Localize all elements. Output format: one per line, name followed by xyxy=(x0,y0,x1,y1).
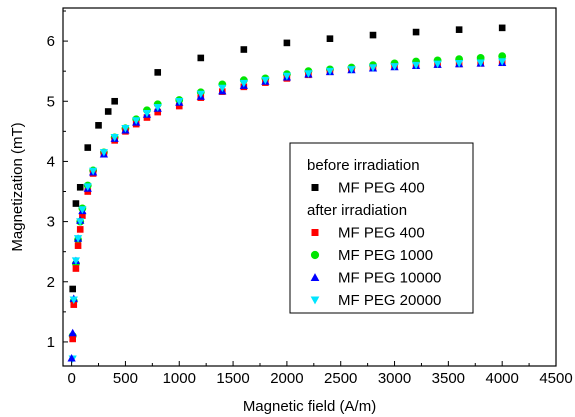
x-tick-label: 3500 xyxy=(432,370,465,387)
y-tick-label: 6 xyxy=(47,33,55,50)
legend-marker xyxy=(311,229,319,236)
data-point xyxy=(110,134,119,142)
data-point xyxy=(99,149,109,157)
legend-label: MF PEG 400 xyxy=(338,225,425,242)
data-point xyxy=(154,108,162,116)
y-tick-label: 1 xyxy=(47,334,55,351)
data-point xyxy=(132,117,141,125)
legend-box xyxy=(289,142,474,314)
data-point xyxy=(70,301,78,308)
data-point xyxy=(67,354,76,362)
data-point xyxy=(304,70,313,78)
legend-label: MF PEG 20000 xyxy=(338,292,441,309)
data-point xyxy=(71,257,81,265)
legend-label: MF PEG 400 xyxy=(338,180,425,197)
x-tick-label: 1500 xyxy=(216,370,249,387)
legend-marker xyxy=(310,273,320,281)
data-point xyxy=(433,60,442,69)
data-point xyxy=(175,97,184,106)
data-point xyxy=(121,125,130,133)
legend-marker xyxy=(310,296,320,305)
legend-marker xyxy=(310,250,320,260)
data-point xyxy=(218,84,227,93)
data-point xyxy=(498,52,507,61)
x-tick-label: 1000 xyxy=(163,370,196,387)
data-point xyxy=(142,109,152,118)
y-axis-title: Magnetization (mT) xyxy=(9,122,26,251)
legend-label: MF PEG 1000 xyxy=(338,247,433,264)
data-point xyxy=(239,79,248,88)
series-0 xyxy=(69,24,506,293)
data-point xyxy=(240,46,248,53)
y-tick-label: 3 xyxy=(47,214,55,231)
x-tick-label: 4000 xyxy=(485,370,518,387)
legend: before irradiation MF PEG 400 after irradi… xyxy=(289,142,474,314)
data-point xyxy=(283,39,291,47)
data-point xyxy=(175,102,183,110)
data-point xyxy=(69,296,78,304)
data-point xyxy=(476,59,485,67)
data-point xyxy=(154,69,162,76)
data-point xyxy=(390,63,399,71)
data-point xyxy=(76,218,85,226)
plot-frame xyxy=(62,7,557,367)
series-4 xyxy=(68,58,507,363)
data-point xyxy=(83,183,92,191)
x-tick-label: 2000 xyxy=(270,370,303,387)
y-tick-label: 4 xyxy=(47,153,55,170)
data-point xyxy=(347,66,356,74)
data-point xyxy=(78,206,87,214)
data-point xyxy=(196,90,205,99)
y-tick-label: 5 xyxy=(47,93,55,110)
legend-group-heading: after irradiation xyxy=(307,202,407,219)
x-tick-label: 500 xyxy=(113,370,138,387)
data-point xyxy=(76,226,84,233)
data-point xyxy=(498,24,506,32)
x-tick-label: 3000 xyxy=(378,370,411,387)
data-point xyxy=(412,28,420,36)
data-point xyxy=(197,54,205,62)
y-tick-label: 2 xyxy=(47,274,55,291)
axis-ticks: 0 500 1000 1500 2000 2500 3000 3500 4000 4500 1 2 3 4… xyxy=(47,10,573,387)
data-point xyxy=(261,76,270,85)
x-tick-label: 2500 xyxy=(324,370,357,387)
x-tick-label: 0 xyxy=(67,370,75,387)
data-point xyxy=(411,61,421,70)
x-axis-title: Magnetic field (A/m) xyxy=(243,398,376,415)
data-point xyxy=(111,97,118,105)
data-point xyxy=(74,242,82,249)
data-point xyxy=(79,212,86,219)
data-point xyxy=(326,35,334,42)
data-point xyxy=(72,265,80,272)
legend-group-heading: before irradiation xyxy=(307,157,420,174)
data-point xyxy=(69,335,76,343)
data-point xyxy=(153,103,162,112)
data-points xyxy=(67,24,507,363)
data-point xyxy=(73,235,83,243)
data-point xyxy=(69,285,76,293)
x-tick-label: 4500 xyxy=(539,370,572,387)
legend-marker xyxy=(311,184,319,191)
data-point xyxy=(368,64,378,72)
data-point xyxy=(89,167,98,176)
data-point xyxy=(68,328,77,337)
data-point xyxy=(282,72,292,81)
data-point xyxy=(454,60,464,68)
data-point xyxy=(455,26,463,33)
data-point xyxy=(72,200,80,207)
data-point xyxy=(369,31,377,39)
data-point xyxy=(104,108,112,115)
data-point xyxy=(84,144,92,151)
data-point xyxy=(498,58,507,66)
data-point xyxy=(325,67,335,76)
data-point xyxy=(76,184,84,191)
data-point xyxy=(95,122,102,129)
legend-label: MF PEG 10000 xyxy=(338,270,441,287)
